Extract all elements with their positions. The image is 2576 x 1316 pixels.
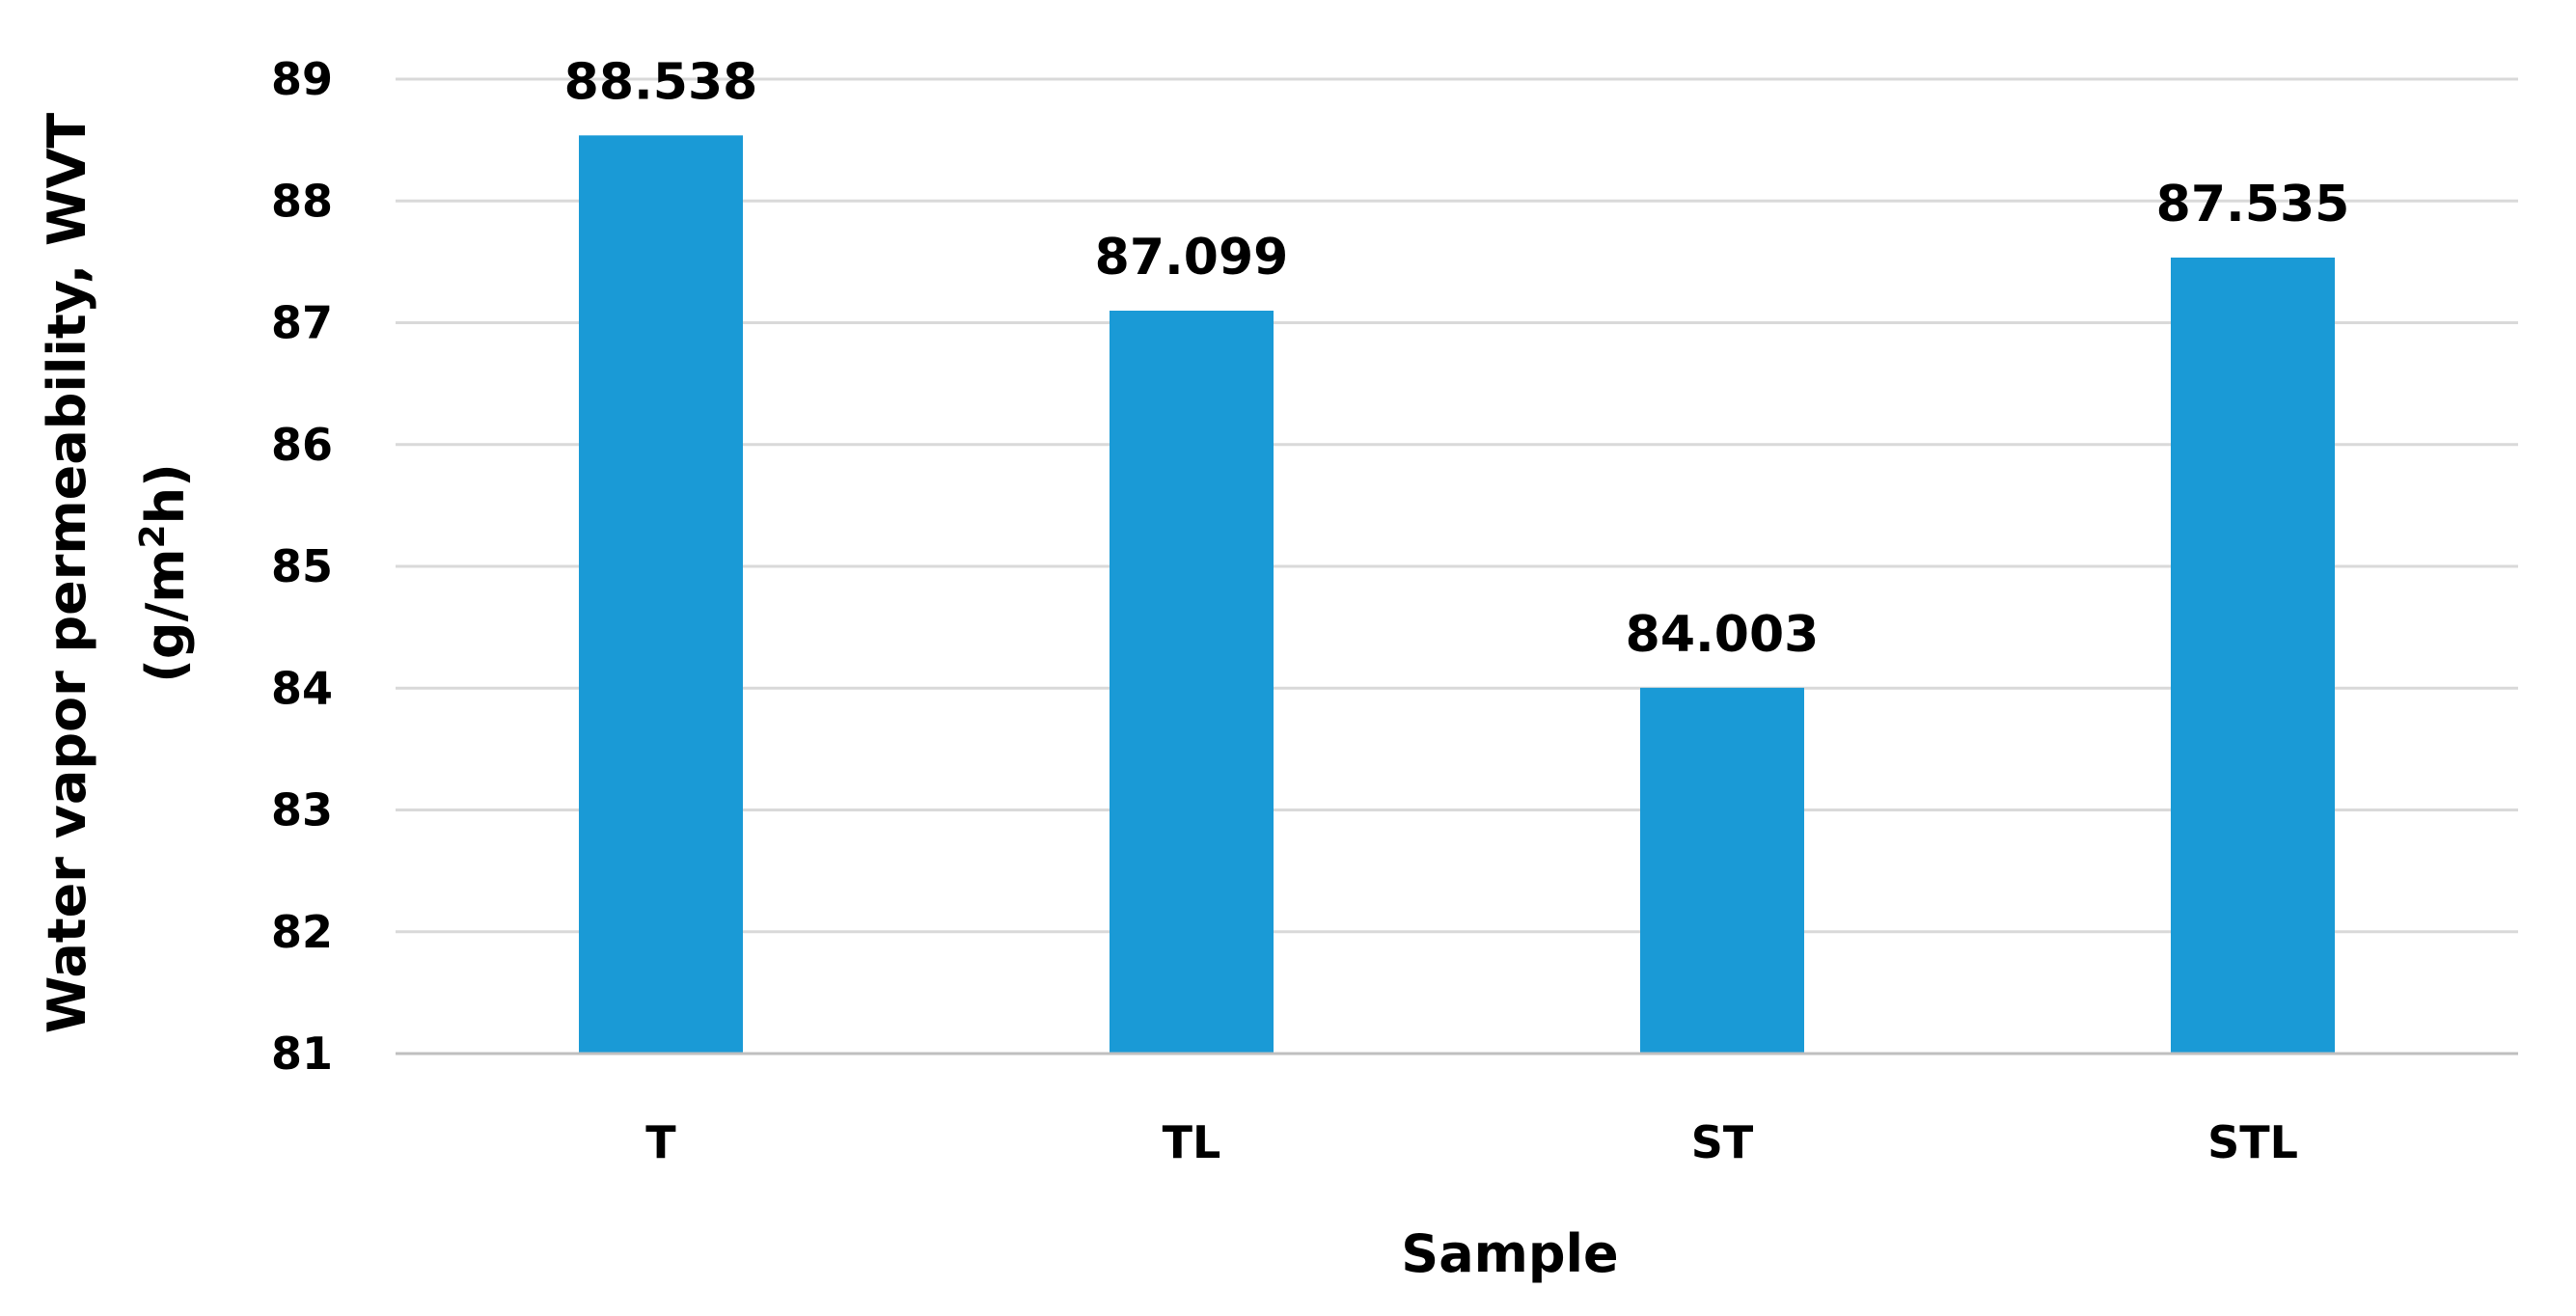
y-tick-label: 86 xyxy=(271,419,333,471)
x-tick-labels: T TL ST STL xyxy=(645,1116,2298,1168)
y-tick-label: 83 xyxy=(271,784,333,836)
data-label: 88.538 xyxy=(564,53,758,111)
x-tick-label: ST xyxy=(1691,1116,1754,1168)
data-labels: 88.538 87.099 84.003 87.535 xyxy=(564,53,2350,664)
bar-tl xyxy=(1110,311,1274,1055)
y-tick-label: 87 xyxy=(271,297,333,349)
y-axis-title-unit-sup: 2 xyxy=(133,524,173,548)
y-axis-title-unit-suffix: h) xyxy=(135,463,196,524)
y-axis-title-line1: Water vapor permeability, WVT xyxy=(37,113,97,1034)
data-label: 84.003 xyxy=(1626,606,1820,664)
y-tick-label: 81 xyxy=(271,1028,333,1080)
y-axis-title-unit-prefix: (g/m xyxy=(135,548,196,682)
x-tick-label: STL xyxy=(2207,1116,2298,1168)
y-axis-title-line2: (g/m2h) xyxy=(133,463,197,683)
x-tick-label: T xyxy=(645,1116,676,1168)
gridlines xyxy=(396,77,2518,934)
y-tick-labels: 81 82 83 84 85 86 87 88 89 xyxy=(271,53,333,1080)
y-tick-label: 88 xyxy=(271,175,333,227)
y-tick-label: 82 xyxy=(271,906,333,958)
bar-t xyxy=(579,135,743,1054)
bars xyxy=(579,135,2335,1055)
bar-stl xyxy=(2171,257,2335,1054)
x-axis-title: Sample xyxy=(1401,1223,1618,1284)
y-tick-label: 85 xyxy=(271,540,333,592)
bar-st xyxy=(1640,687,1804,1054)
data-label: 87.099 xyxy=(1095,229,1289,287)
data-label: 87.535 xyxy=(2156,176,2350,233)
y-tick-label: 84 xyxy=(271,662,333,714)
y-tick-label: 89 xyxy=(271,53,333,105)
x-tick-label: TL xyxy=(1163,1116,1221,1168)
